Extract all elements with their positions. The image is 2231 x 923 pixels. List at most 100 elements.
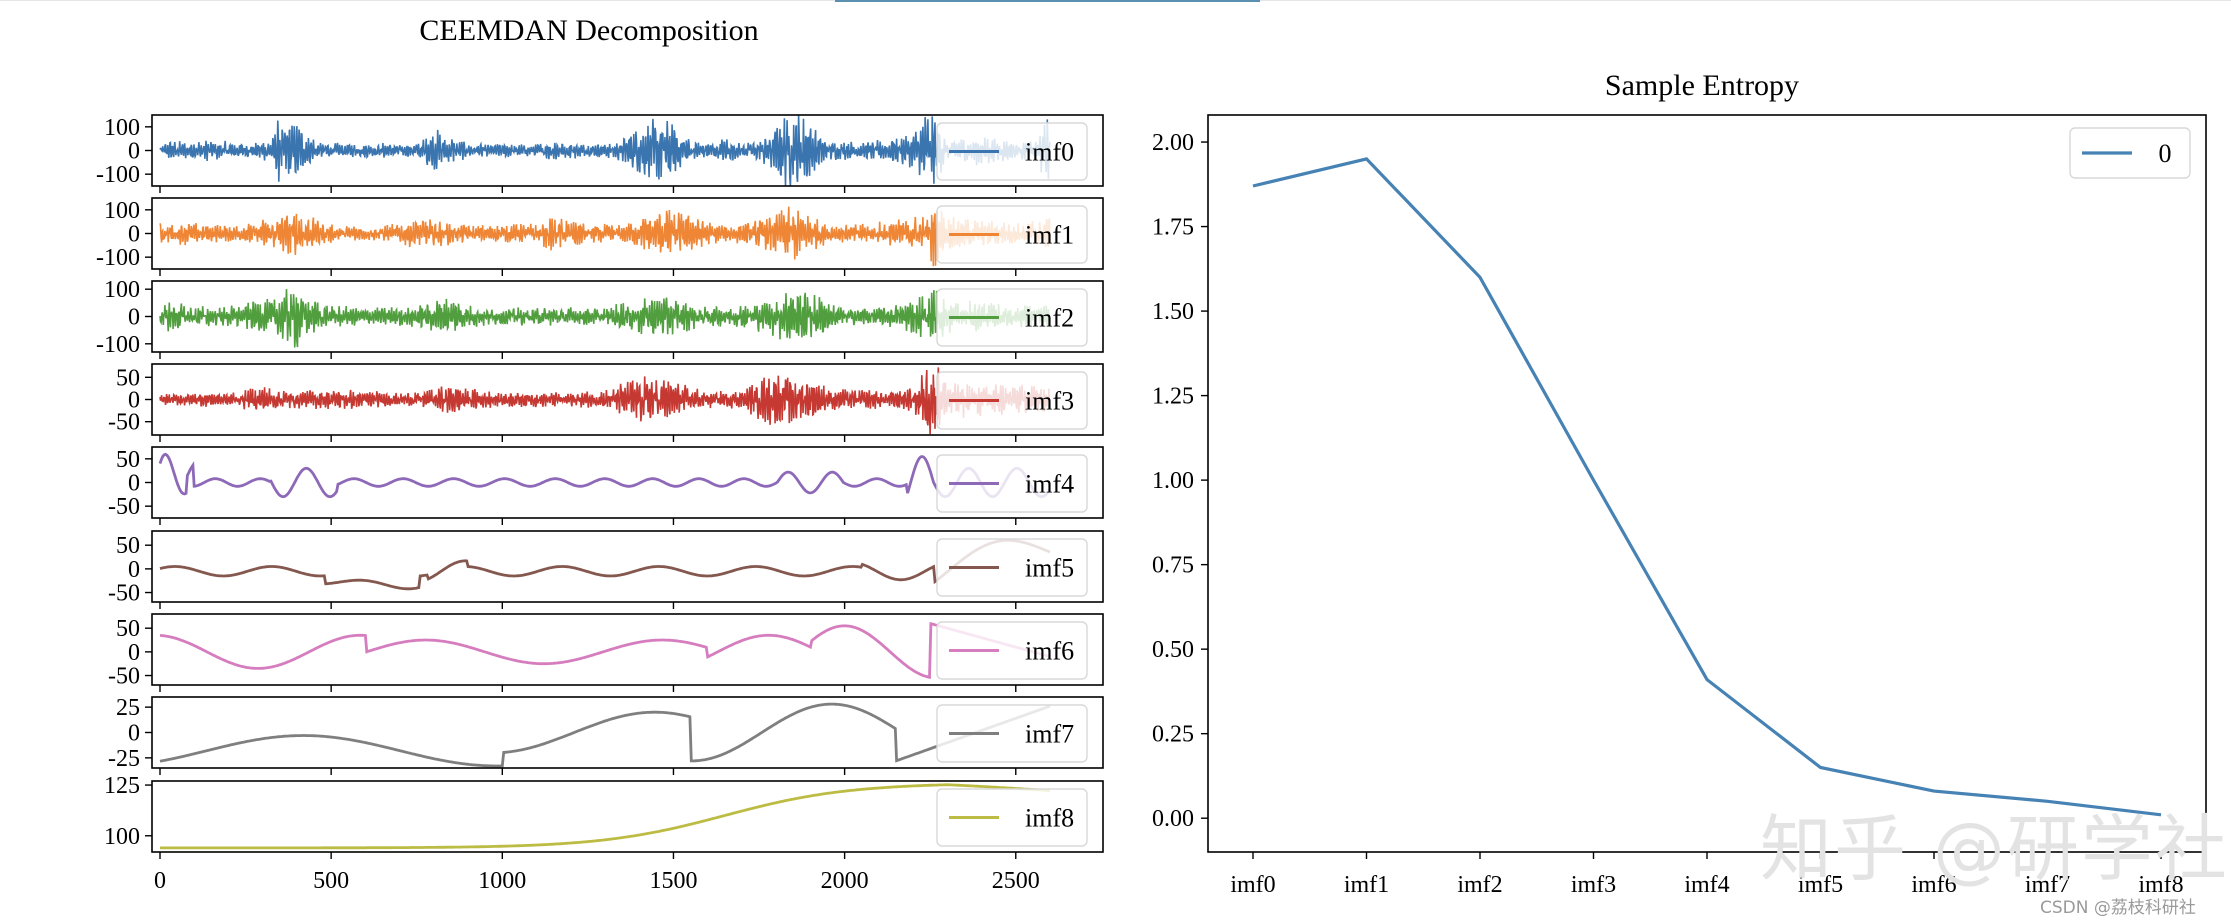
- ytick-label: 0: [128, 471, 140, 497]
- panel-imf7: 250-25 imf7: [108, 695, 1104, 775]
- ytick-label: 0: [128, 222, 140, 248]
- ytick-label: 1.25: [1152, 384, 1194, 410]
- legend-box: [936, 205, 1088, 264]
- ytick-label: 0.75: [1152, 553, 1194, 579]
- xtick-label: 1000: [478, 868, 526, 894]
- xtick-label: imf2: [1457, 872, 1502, 898]
- chart-title-sample-entropy: Sample Entropy: [1605, 69, 1799, 102]
- xtick-label: imf6: [1911, 872, 1956, 898]
- ytick-label: -100: [96, 162, 140, 188]
- ytick-label: 100: [104, 824, 140, 850]
- xtick-label: imf0: [1230, 872, 1275, 898]
- legend-label: imf0: [1025, 138, 1074, 167]
- ytick-label: -50: [108, 494, 140, 520]
- series-line-imf8: [160, 783, 1051, 850]
- xtick-label: imf8: [2138, 872, 2183, 898]
- legend-box: [936, 371, 1088, 430]
- ytick-label: 1.00: [1152, 468, 1194, 494]
- ytick-label: 0: [128, 388, 140, 414]
- series-line-imf0: [159, 115, 1051, 186]
- ytick-label: 0: [128, 640, 140, 666]
- legend-box: [936, 704, 1088, 763]
- panel-frame: [151, 530, 1104, 603]
- ytick-label: 125: [104, 773, 140, 799]
- watermark: 知乎 @研学社: [1760, 807, 2229, 891]
- panel-imf1: 1000-100 imf1: [96, 197, 1104, 276]
- xtick-label: 2500: [992, 868, 1040, 894]
- legend-label: 0: [2159, 139, 2172, 168]
- panel-frame: [151, 780, 1104, 853]
- ytick-label: -25: [108, 746, 140, 772]
- ytick-label: -50: [108, 581, 140, 607]
- ytick-label: 100: [104, 277, 140, 303]
- legend-label: imf1: [1025, 221, 1074, 250]
- panel-imf8: 125 100 imf8: [104, 773, 1104, 859]
- legend-box: [936, 621, 1088, 680]
- panel-imf2: 1000-100 imf2: [96, 277, 1104, 359]
- legend-label: imf4: [1025, 470, 1074, 499]
- ytick-label: 0: [128, 557, 140, 583]
- ytick-label: 0: [128, 305, 140, 331]
- xtick-label: 1500: [649, 868, 697, 894]
- legend-label: imf8: [1025, 804, 1074, 833]
- legend-box: [936, 288, 1088, 347]
- legend-label: imf2: [1025, 304, 1074, 333]
- series-line-imf5: [159, 538, 1051, 591]
- panel-imf4: 500-50 imf4: [108, 446, 1104, 525]
- series-line-imf4: [158, 452, 1052, 499]
- xtick-label: imf1: [1344, 872, 1389, 898]
- sample-entropy-chart: Sample Entropy 0.00 0.25 0.50 0.75 1.00 1.25 1…: [1152, 69, 2207, 898]
- ytick-label: 0.50: [1152, 637, 1194, 663]
- credit-text: CSDN @荔枝科研社: [2040, 898, 2196, 918]
- series-line-imf3: [159, 367, 1051, 435]
- ytick-label: 0: [128, 139, 140, 165]
- legend-box: [936, 538, 1088, 597]
- panel-imf3: 500-50 imf3: [108, 363, 1104, 442]
- ytick-label: -50: [108, 664, 140, 690]
- panel-imf5: 500-50 imf5: [108, 530, 1104, 609]
- ytick-label: 0.25: [1152, 722, 1194, 748]
- series-line-imf7: [159, 702, 1051, 768]
- scroll-indicator: [835, 0, 1260, 2]
- xtick-label: imf5: [1798, 872, 1843, 898]
- ytick-label: 0: [128, 721, 140, 747]
- ytick-label: 100: [104, 115, 140, 141]
- legend-box: [936, 788, 1088, 847]
- panel-imf0: 1000-100 imf0: [96, 114, 1104, 193]
- ceemdan-chart: CEEMDAN Decomposition 1000-100imf01000-1…: [96, 14, 1104, 894]
- plot-frame: [1207, 114, 2207, 853]
- legend-box: [936, 122, 1088, 181]
- ytick-label: 50: [116, 616, 140, 642]
- ytick-label: 25: [116, 695, 140, 721]
- panel-imf6: 500-50 imf6: [108, 613, 1104, 692]
- ytick-label: 2.00: [1152, 130, 1194, 156]
- ytick-label: -50: [108, 410, 140, 436]
- ytick-label: 100: [104, 198, 140, 224]
- series-line-imf1: [159, 206, 1051, 267]
- series-line-imf6: [159, 621, 1051, 680]
- ytick-label: -100: [96, 245, 140, 271]
- legend-label: imf5: [1025, 554, 1074, 583]
- xtick-label: imf7: [2025, 872, 2070, 898]
- xtick-label: 0: [154, 868, 166, 894]
- ytick-label: 1.75: [1152, 215, 1194, 241]
- legend-box: [936, 454, 1088, 513]
- xtick-label: 2000: [821, 868, 869, 894]
- ytick-label: 1.50: [1152, 299, 1194, 325]
- xtick-label: imf3: [1571, 872, 1616, 898]
- ytick-label: 50: [116, 365, 140, 391]
- ytick-label: -100: [96, 332, 140, 358]
- ytick-label: 0.00: [1152, 806, 1194, 832]
- xtick-label: imf4: [1684, 872, 1729, 898]
- legend-label: imf7: [1025, 720, 1074, 749]
- ytick-label: 50: [116, 533, 140, 559]
- panel-frame: [151, 613, 1104, 686]
- series-line-imf2: [159, 289, 1051, 348]
- chart-title-ceemdan: CEEMDAN Decomposition: [419, 14, 758, 47]
- legend-label: imf3: [1025, 387, 1074, 416]
- xtick-label: 500: [313, 868, 349, 894]
- ytick-label: 50: [116, 447, 140, 473]
- legend-label: imf6: [1025, 637, 1074, 666]
- series-line-0: [1252, 157, 2162, 817]
